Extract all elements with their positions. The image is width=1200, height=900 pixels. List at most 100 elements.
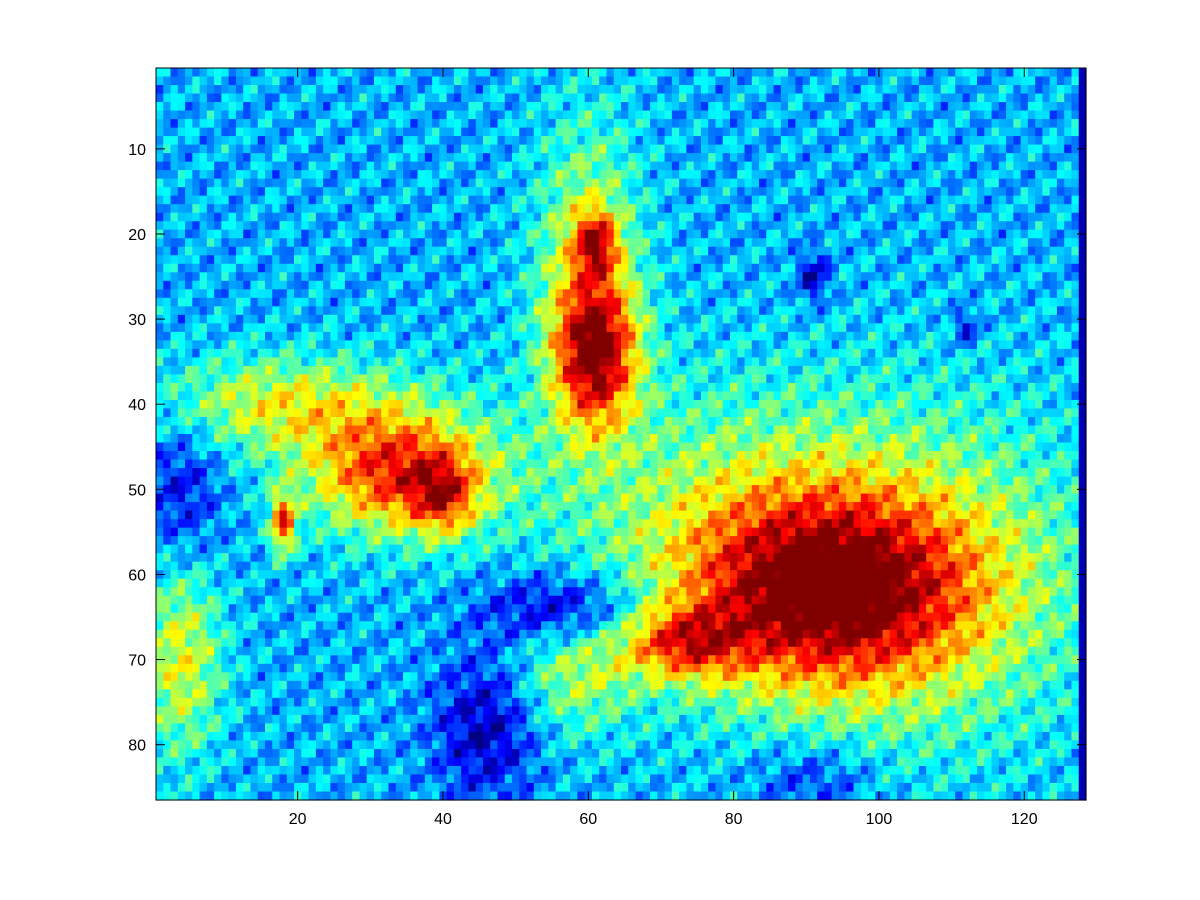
heatmap-cell <box>301 357 310 367</box>
heatmap-cell <box>737 331 746 341</box>
heatmap-cell <box>410 195 419 205</box>
heatmap-cell <box>759 263 767 273</box>
heatmap-cell <box>199 212 208 222</box>
heatmap-cell <box>185 85 193 95</box>
heatmap-cell <box>1035 365 1044 376</box>
heatmap-cell <box>395 365 404 376</box>
heatmap-cell <box>773 93 782 103</box>
heatmap-cell <box>831 246 840 256</box>
heatmap-cell <box>809 76 818 86</box>
heatmap-cell <box>424 255 433 265</box>
heatmap-cell <box>156 212 164 222</box>
heatmap-cell <box>1049 161 1058 171</box>
heatmap-cell <box>969 127 978 137</box>
heatmap-cell <box>243 238 252 248</box>
heatmap-cell <box>751 374 760 384</box>
heatmap-cell <box>323 246 331 256</box>
heatmap-cell <box>1049 178 1058 188</box>
heatmap-cell <box>969 221 978 231</box>
heatmap-cell <box>744 331 753 341</box>
heatmap-cell <box>301 306 310 316</box>
heatmap-cell <box>1049 136 1058 146</box>
heatmap-cell <box>962 204 971 214</box>
heatmap-cell <box>315 263 324 273</box>
heatmap-cell <box>366 323 375 333</box>
heatmap-cell <box>918 68 927 78</box>
heatmap-cell <box>693 195 702 205</box>
heatmap-cell <box>591 136 600 146</box>
heatmap-cell <box>991 314 1000 324</box>
heatmap-cell <box>417 119 426 129</box>
heatmap-cell <box>206 272 215 282</box>
heatmap-cell <box>904 246 913 256</box>
heatmap-cell <box>715 255 724 265</box>
heatmap-cell <box>773 76 782 86</box>
heatmap-cell <box>446 76 455 86</box>
heatmap-cell <box>170 187 179 197</box>
heatmap-cell <box>1064 391 1073 401</box>
heatmap-cell <box>555 306 564 316</box>
heatmap-cell <box>352 119 361 129</box>
heatmap-cell <box>432 136 440 146</box>
heatmap-cell <box>548 323 557 333</box>
heatmap-cell <box>264 374 273 384</box>
heatmap-cell <box>424 85 433 95</box>
heatmap-cell <box>664 238 673 248</box>
heatmap-cell <box>264 357 273 367</box>
heatmap-cell <box>715 127 724 137</box>
heatmap-cell <box>366 178 375 188</box>
heatmap-cell <box>962 85 971 95</box>
heatmap-cell <box>824 76 833 86</box>
heatmap-cell <box>344 127 353 137</box>
heatmap-cell <box>156 374 164 384</box>
heatmap-cell <box>1027 127 1036 137</box>
heatmap-cell <box>410 306 419 316</box>
heatmap-cell <box>1056 144 1065 154</box>
heatmap-cell <box>373 144 382 154</box>
heatmap-cell <box>1035 136 1044 146</box>
heatmap-cell <box>228 136 237 146</box>
heatmap-cell <box>446 68 455 78</box>
heatmap-cell <box>940 340 949 350</box>
heatmap-cell <box>519 246 528 256</box>
heatmap-cell <box>315 93 324 103</box>
heatmap-cell <box>809 144 818 154</box>
heatmap-cell <box>512 246 520 256</box>
heatmap-cell <box>686 255 695 265</box>
heatmap-cell <box>657 357 666 367</box>
heatmap-cell <box>570 127 579 137</box>
heatmap-cell <box>657 229 666 239</box>
heatmap-cell <box>1035 212 1044 222</box>
heatmap-cell <box>962 195 971 205</box>
heatmap-cell <box>366 331 375 341</box>
heatmap-cell <box>599 221 608 231</box>
heatmap-cell <box>679 280 687 290</box>
heatmap-cell <box>199 119 208 129</box>
heatmap-cell <box>780 255 789 265</box>
heatmap-cell <box>519 340 528 350</box>
heatmap-cell <box>904 161 913 171</box>
heatmap-cell <box>432 93 440 103</box>
heatmap-cell <box>853 93 862 103</box>
heatmap-cell <box>599 331 608 341</box>
heatmap-cell <box>984 221 993 231</box>
heatmap-cell <box>1078 365 1087 376</box>
heatmap-cell <box>889 391 898 401</box>
heatmap-cell <box>221 178 230 188</box>
heatmap-cell <box>555 229 564 239</box>
heatmap-cell <box>330 195 339 205</box>
heatmap-cell <box>613 170 622 180</box>
heatmap-cell <box>904 280 913 290</box>
heatmap-cell <box>1020 76 1029 86</box>
heatmap-cell <box>933 110 942 120</box>
heatmap-cell <box>1035 297 1044 307</box>
heatmap-cell <box>606 340 615 350</box>
heatmap-cell <box>788 323 796 333</box>
heatmap-cell <box>512 136 520 146</box>
heatmap-cell <box>984 272 993 282</box>
heatmap-cell <box>657 102 666 112</box>
heatmap-cell <box>650 272 658 282</box>
heatmap-cell <box>679 391 687 401</box>
heatmap-cell <box>868 178 876 188</box>
